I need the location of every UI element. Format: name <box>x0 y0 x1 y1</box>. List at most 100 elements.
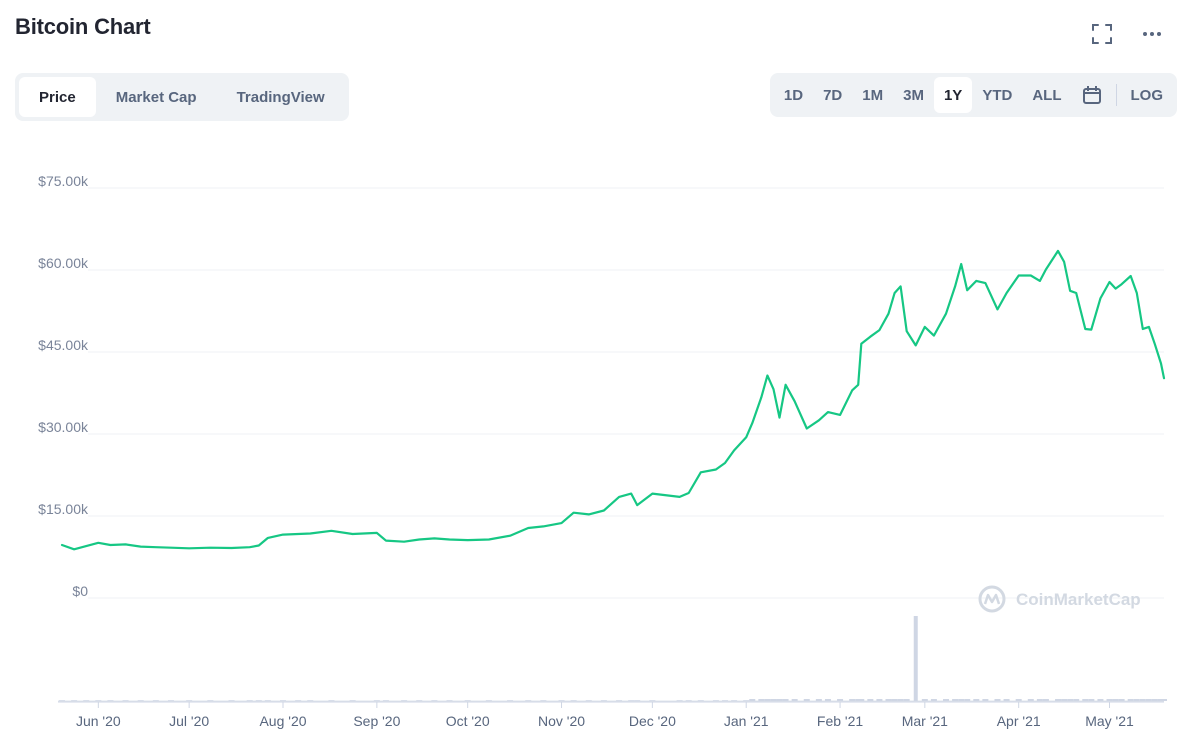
volume-bar <box>676 700 683 701</box>
volume-bar <box>295 700 302 701</box>
range-7d[interactable]: 7D <box>823 86 843 104</box>
volume-bar <box>264 700 271 701</box>
volume-bar <box>570 700 577 701</box>
volume-bar <box>1015 699 1022 701</box>
volume-bar <box>1097 699 1104 701</box>
volume-bar <box>1127 699 1134 701</box>
x-tick-label: Jan '21 <box>724 713 769 729</box>
volume-bar <box>1118 699 1125 701</box>
tab-market-cap[interactable]: Market Cap <box>115 88 197 106</box>
volume-bar <box>903 699 910 701</box>
volume-bar <box>59 700 65 701</box>
time-range-selector: 1D 7D 1M 3M 1Y YTD ALL LOG <box>769 73 1177 117</box>
volume-bar <box>328 700 335 701</box>
more-dots-icon[interactable] <box>1140 22 1164 46</box>
range-all[interactable]: ALL <box>1032 86 1062 104</box>
volume-bar <box>1003 699 1010 701</box>
volume-bar <box>186 700 193 701</box>
volume-bar <box>1088 699 1095 701</box>
volume-bar <box>382 700 389 701</box>
volume-bar <box>943 699 950 701</box>
range-1d[interactable]: 1D <box>783 86 804 104</box>
volume-bar <box>731 700 738 701</box>
volume-bar <box>83 700 90 701</box>
range-ytd[interactable]: YTD <box>982 86 1013 104</box>
volume-bar <box>122 700 129 701</box>
volume-bar <box>1106 699 1113 701</box>
watermark-logo-icon <box>978 585 1006 613</box>
volume-bar <box>307 700 314 701</box>
range-divider <box>1115 84 1117 106</box>
volume-bar <box>815 699 822 701</box>
range-1m[interactable]: 1M <box>862 86 884 104</box>
volume-bar <box>95 700 102 701</box>
y-tick-label: $15.00k <box>38 501 89 517</box>
volume-bar <box>540 700 547 701</box>
y-tick-label: $75.00k <box>38 173 89 189</box>
volume-bar <box>722 700 729 701</box>
y-tick-label: $30.00k <box>38 419 89 435</box>
volume-bar <box>1027 699 1034 701</box>
range-1y[interactable]: 1Y <box>933 77 973 113</box>
x-tick-label: Sep '20 <box>353 713 400 729</box>
volume-bar <box>921 699 928 701</box>
volume-bar <box>71 700 78 701</box>
x-tick-label: Jul '20 <box>169 713 209 729</box>
volume-bar <box>791 699 798 701</box>
x-tick-label: Dec '20 <box>629 713 676 729</box>
volume-bar <box>685 700 692 701</box>
volume-bar <box>401 700 408 701</box>
volume-bar <box>891 699 898 701</box>
x-tick-label: Aug '20 <box>259 713 306 729</box>
tab-tradingview[interactable]: TradingView <box>236 88 325 106</box>
volume-bar <box>1133 699 1140 701</box>
volume-bar <box>167 700 174 701</box>
volume-bar <box>1112 699 1119 701</box>
volume-bar <box>964 699 971 701</box>
volume-bar <box>349 700 356 701</box>
volume-bar <box>749 699 756 701</box>
volume-bar <box>107 700 114 701</box>
y-tick-label: $60.00k <box>38 255 89 271</box>
volume-bar <box>1139 699 1146 701</box>
volume-bar <box>373 700 380 701</box>
volume-bar <box>1036 699 1043 701</box>
volume-bar <box>485 700 492 701</box>
volume-bar <box>770 699 777 701</box>
volume-bar <box>1073 699 1080 701</box>
volume-bar <box>1061 699 1068 701</box>
volume-bar <box>994 699 1001 701</box>
volume-bar <box>600 700 607 701</box>
range-3m[interactable]: 3M <box>903 86 924 104</box>
watermark-logo-mark <box>983 593 1001 605</box>
volume-bar <box>952 699 959 701</box>
volume-bar <box>867 699 874 701</box>
volume-bar <box>628 700 635 701</box>
price-line[interactable] <box>60 249 1166 551</box>
volume-bar <box>1157 699 1164 701</box>
volume-bar <box>137 700 144 701</box>
expand-icon[interactable] <box>1090 22 1114 46</box>
x-tick-label: Apr '21 <box>997 713 1041 729</box>
volume-bar <box>697 700 704 701</box>
calendar-icon[interactable] <box>1072 77 1112 113</box>
volume-bar <box>1151 699 1158 701</box>
volume-bar <box>982 699 989 701</box>
tab-price[interactable]: Price <box>19 77 96 117</box>
volume-bar <box>649 700 656 701</box>
page-title: Bitcoin Chart <box>15 14 151 39</box>
x-tick-label: Jun '20 <box>76 713 121 729</box>
x-tick-label: Feb '21 <box>817 713 863 729</box>
volume-bar <box>743 700 750 701</box>
volume-bar <box>585 700 592 701</box>
watermark-text: CoinMarketCap <box>1016 590 1141 609</box>
log-scale-toggle[interactable]: LOG <box>1130 86 1164 104</box>
volume-bar <box>876 699 883 701</box>
volume-bar <box>228 700 235 701</box>
volume-bar <box>616 700 623 701</box>
volume-bar <box>416 700 423 701</box>
x-axis: Jun '20 Jul '20 Aug '20 Sep '20 Oct '20 Nov '… <box>58 701 1164 729</box>
volume-bar <box>446 700 453 701</box>
chart-actions <box>1090 22 1164 46</box>
